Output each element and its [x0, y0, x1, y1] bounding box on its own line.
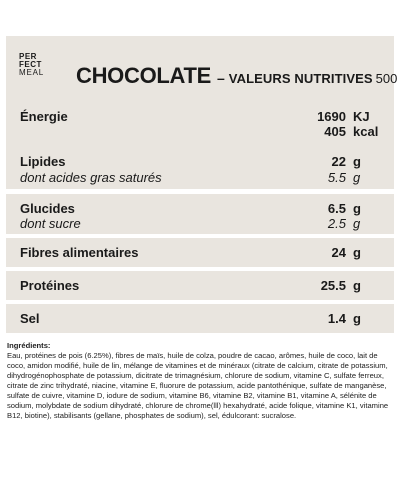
- proteines-unit: g: [353, 278, 361, 293]
- row-proteines: Protéines 25.5 g: [6, 271, 394, 300]
- energy-label: Énergie: [20, 109, 68, 124]
- sel-unit: g: [353, 311, 361, 326]
- sel-value: 1.4: [327, 311, 346, 326]
- lipides-label: Lipides: [20, 154, 66, 169]
- brand-logo: PER FECT MEAL: [19, 53, 59, 77]
- energy-kj-value: 1690: [317, 109, 346, 124]
- energy-kcal-value: 405: [324, 124, 346, 139]
- glucides-value: 6.5: [327, 201, 346, 216]
- row-lipides: Lipides 22 g dont acides gras saturés 5.…: [6, 146, 394, 189]
- proteines-label: Protéines: [20, 278, 80, 293]
- fibres-label: Fibres alimentaires: [20, 245, 139, 260]
- ingredients-block: Ingrédients: Eau, protéines de pois (6.2…: [7, 341, 393, 421]
- fibres-value: 24: [331, 245, 346, 260]
- label-header: PER FECT MEAL CHOCOLATE – VALEURS NUTRITIV…: [6, 36, 400, 111]
- lipides-sub-label: dont acides gras saturés: [20, 170, 162, 185]
- proteines-value: 25.5: [320, 278, 346, 293]
- brand-logo-line2: FECT: [19, 60, 42, 69]
- lipides-sub-unit: g: [353, 170, 361, 185]
- lipides-value: 22: [331, 154, 346, 169]
- brand-logo-line3: MEAL: [19, 68, 44, 77]
- energy-kcal-unit: kcal: [353, 124, 379, 139]
- title-subtitle: VALEURS NUTRITIVES: [228, 71, 373, 86]
- glucides-unit: g: [353, 201, 361, 216]
- row-energy: Énergie 1690 KJ 405 kcal: [6, 101, 394, 146]
- row-sel: Sel 1.4 g: [6, 304, 394, 333]
- sel-label: Sel: [20, 311, 40, 326]
- lipides-unit: g: [353, 154, 361, 169]
- fibres-unit: g: [353, 245, 361, 260]
- ingredients-heading: Ingrédients:: [7, 341, 51, 350]
- row-fibres: Fibres alimentaires 24 g: [6, 238, 394, 267]
- title-dash: –: [217, 70, 225, 86]
- title-volume: 500 ML: [375, 71, 400, 86]
- glucides-sub-label: dont sucre: [20, 216, 81, 231]
- energy-kj-unit: KJ: [353, 109, 370, 124]
- row-glucides: Glucides 6.5 g dont sucre 2.5 g: [6, 194, 394, 234]
- glucides-label: Glucides: [20, 201, 75, 216]
- ingredients-text: Eau, protéines de pois (6.25%), fibres d…: [7, 351, 389, 420]
- glucides-sub-value: 2.5: [327, 216, 346, 231]
- brand-logo-line1: PER: [19, 52, 37, 61]
- product-name: CHOCOLATE: [76, 63, 211, 88]
- lipides-sub-value: 5.5: [327, 170, 346, 185]
- glucides-sub-unit: g: [353, 216, 361, 231]
